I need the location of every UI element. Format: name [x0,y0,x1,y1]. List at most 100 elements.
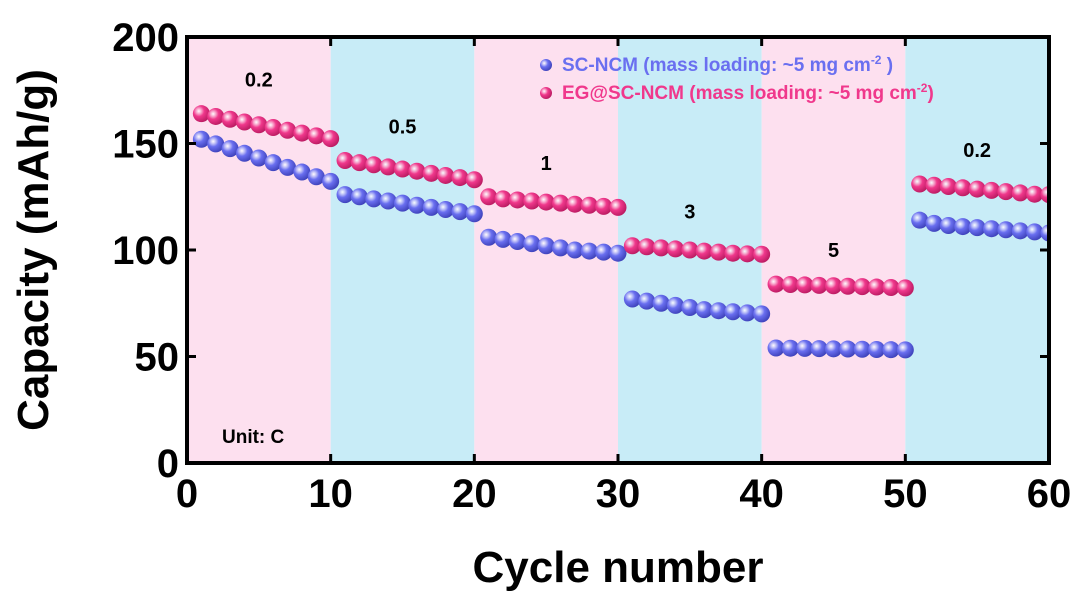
rate-label-1: 0.2 [245,70,273,92]
point-series1-cycle26 [552,239,570,257]
rate-labels: 0.2 0.5 1 3 5 0.2 [245,70,991,262]
point-series1-cycle60 [1040,224,1049,242]
rate-region-1 [187,37,331,463]
point-series2-cycle12 [350,154,368,172]
point-series1-cycle8 [293,163,311,181]
point-series2-cycle29 [595,197,613,215]
point-series2-cycle47 [853,278,871,296]
point-series1-cycle55 [968,219,986,237]
point-series2-cycle28 [580,196,598,214]
data-points [192,105,1049,359]
point-series1-cycle10 [322,172,340,190]
point-series2-cycle35 [681,241,699,259]
x-axis-title: Cycle number [473,543,764,591]
point-series2-cycle20 [465,171,483,189]
point-series1-cycle6 [264,154,282,172]
point-series1-cycle39 [738,304,756,322]
point-series1-cycle35 [681,299,699,317]
point-series2-cycle58 [1011,184,1029,202]
point-series1-cycle59 [1026,223,1044,241]
point-series1-cycle24 [523,235,541,253]
point-series2-cycle31 [623,237,641,255]
point-series2-cycle51 [911,175,929,193]
point-series2-cycle16 [408,162,426,180]
point-series1-cycle14 [379,192,397,210]
y-tick-label-100: 100 [112,229,179,273]
rate-label-3: 1 [541,153,552,175]
point-series2-cycle8 [293,124,311,142]
point-series1-cycle11 [336,186,354,204]
axis-ticks [185,35,1051,465]
point-series2-cycle56 [983,181,1001,199]
x-tick-label-60: 60 [1027,472,1072,516]
point-series1-cycle12 [350,188,368,206]
point-series2-cycle37 [710,243,728,261]
point-series1-cycle15 [394,194,411,212]
point-series2-cycle22 [494,190,512,208]
point-series1-cycle40 [753,305,771,323]
legend-marker-1 [540,59,552,71]
point-series2-cycle23 [508,191,526,209]
point-series2-cycle7 [279,121,297,139]
point-series2-cycle6 [264,119,282,137]
point-series1-cycle28 [580,242,598,260]
point-series1-cycle48 [868,340,886,358]
point-series1-cycle46 [839,340,857,358]
point-series1-cycle30 [609,244,627,262]
point-series1-cycle21 [480,228,498,246]
y-tick-label-50: 50 [135,336,180,380]
point-series2-cycle13 [365,156,383,174]
point-series2-cycle32 [638,238,656,256]
point-series2-cycle52 [925,176,943,194]
unit-note: Unit: C [222,427,285,448]
point-series1-cycle53 [939,217,957,235]
rate-region-6 [905,37,1049,463]
x-tick-label-10: 10 [308,472,353,516]
point-series1-cycle18 [437,201,455,219]
point-series1-cycle51 [911,211,929,229]
point-series1-cycle5 [250,149,268,167]
point-series2-cycle38 [724,244,742,262]
point-series1-cycle36 [695,301,713,319]
point-series2-cycle9 [307,127,325,145]
point-series1-cycle17 [422,198,440,216]
point-series2-cycle27 [566,195,584,213]
point-series2-cycle17 [422,164,440,182]
y-tick-label-0: 0 [157,442,179,486]
point-series1-cycle19 [451,203,469,221]
point-series1-cycle54 [954,218,972,236]
y-axis-title: Capacity (mAh/g) [9,69,58,431]
point-series2-cycle59 [1026,185,1044,203]
point-series1-cycle22 [494,230,512,248]
point-series2-cycle24 [523,192,541,210]
point-series2-cycle54 [954,179,972,197]
point-series2-cycle30 [609,198,627,216]
point-series2-cycle26 [552,194,570,212]
rate-regions [187,37,1049,463]
legend-label-2: EG@SC-NCM (mass loading: ~5 mg cm-2) [562,81,934,104]
point-series1-cycle32 [638,292,656,310]
x-tick-label-20: 20 [452,472,497,516]
point-series1-cycle37 [710,302,728,320]
point-series1-cycle7 [279,158,297,176]
point-series2-cycle5 [250,116,268,134]
point-series1-cycle33 [652,294,670,312]
point-series2-cycle40 [753,245,771,263]
point-series1-cycle38 [724,303,742,321]
legend-marker-2 [540,87,552,99]
point-series2-cycle33 [652,239,670,257]
point-series2-cycle41 [767,275,785,293]
point-series2-cycle50 [896,279,914,297]
rate-label-5: 5 [828,240,839,262]
point-series1-cycle34 [666,296,684,314]
point-series1-cycle16 [408,196,426,214]
point-series1-cycle27 [566,241,584,259]
point-series1-cycle52 [925,214,943,232]
rate-label-2: 0.5 [389,117,417,139]
x-tick-label-30: 30 [596,472,641,516]
point-series2-cycle21 [480,188,498,206]
legend-label-1: SC-NCM (mass loading: ~5 mg cm-2 ) [562,53,893,76]
point-series1-cycle20 [465,205,483,223]
point-series1-cycle58 [1011,222,1029,240]
